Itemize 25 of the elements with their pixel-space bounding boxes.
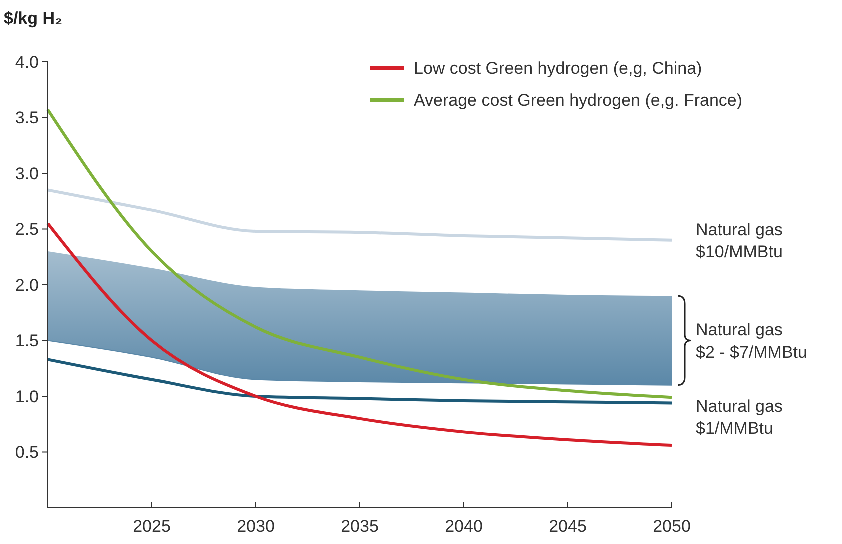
y-tick-label: 1.5 [15,332,39,351]
x-tick-label: 2045 [549,517,587,536]
line-series [48,340,672,386]
x-tick-label: 2035 [341,517,379,536]
series-label: Natural gas $1/MMBtu [696,397,783,438]
x-tick-label: 2025 [133,517,171,536]
x-tick-label: 2040 [445,517,483,536]
legend-label: Average cost Green hydrogen (e,g. France) [414,90,743,110]
y-axis-title: $/kg H₂ [4,9,63,28]
y-tick-label: 2.5 [15,220,39,240]
x-tick-label: 2030 [237,517,275,536]
line-series [46,358,674,405]
series-label: Natural gas $10/MMBtu [696,220,783,262]
x-tick-label: 2050 [653,517,691,536]
y-tick-label: 3.0 [15,164,39,184]
y-tick-label: 0.5 [15,443,39,462]
line-series [46,222,674,448]
legend-label: Low cost Green hydrogen (e,g, China) [414,58,702,78]
series-label: Natural gas $2 - $7/MMBtu [696,320,808,362]
y-tick-label: 2.0 [15,276,39,295]
y-tick-label: 3.5 [15,108,39,128]
y-tick-label: 1.0 [15,387,39,406]
y-tick-label: 4.0 [15,52,39,72]
line-series [46,108,674,400]
line-series [46,188,674,242]
